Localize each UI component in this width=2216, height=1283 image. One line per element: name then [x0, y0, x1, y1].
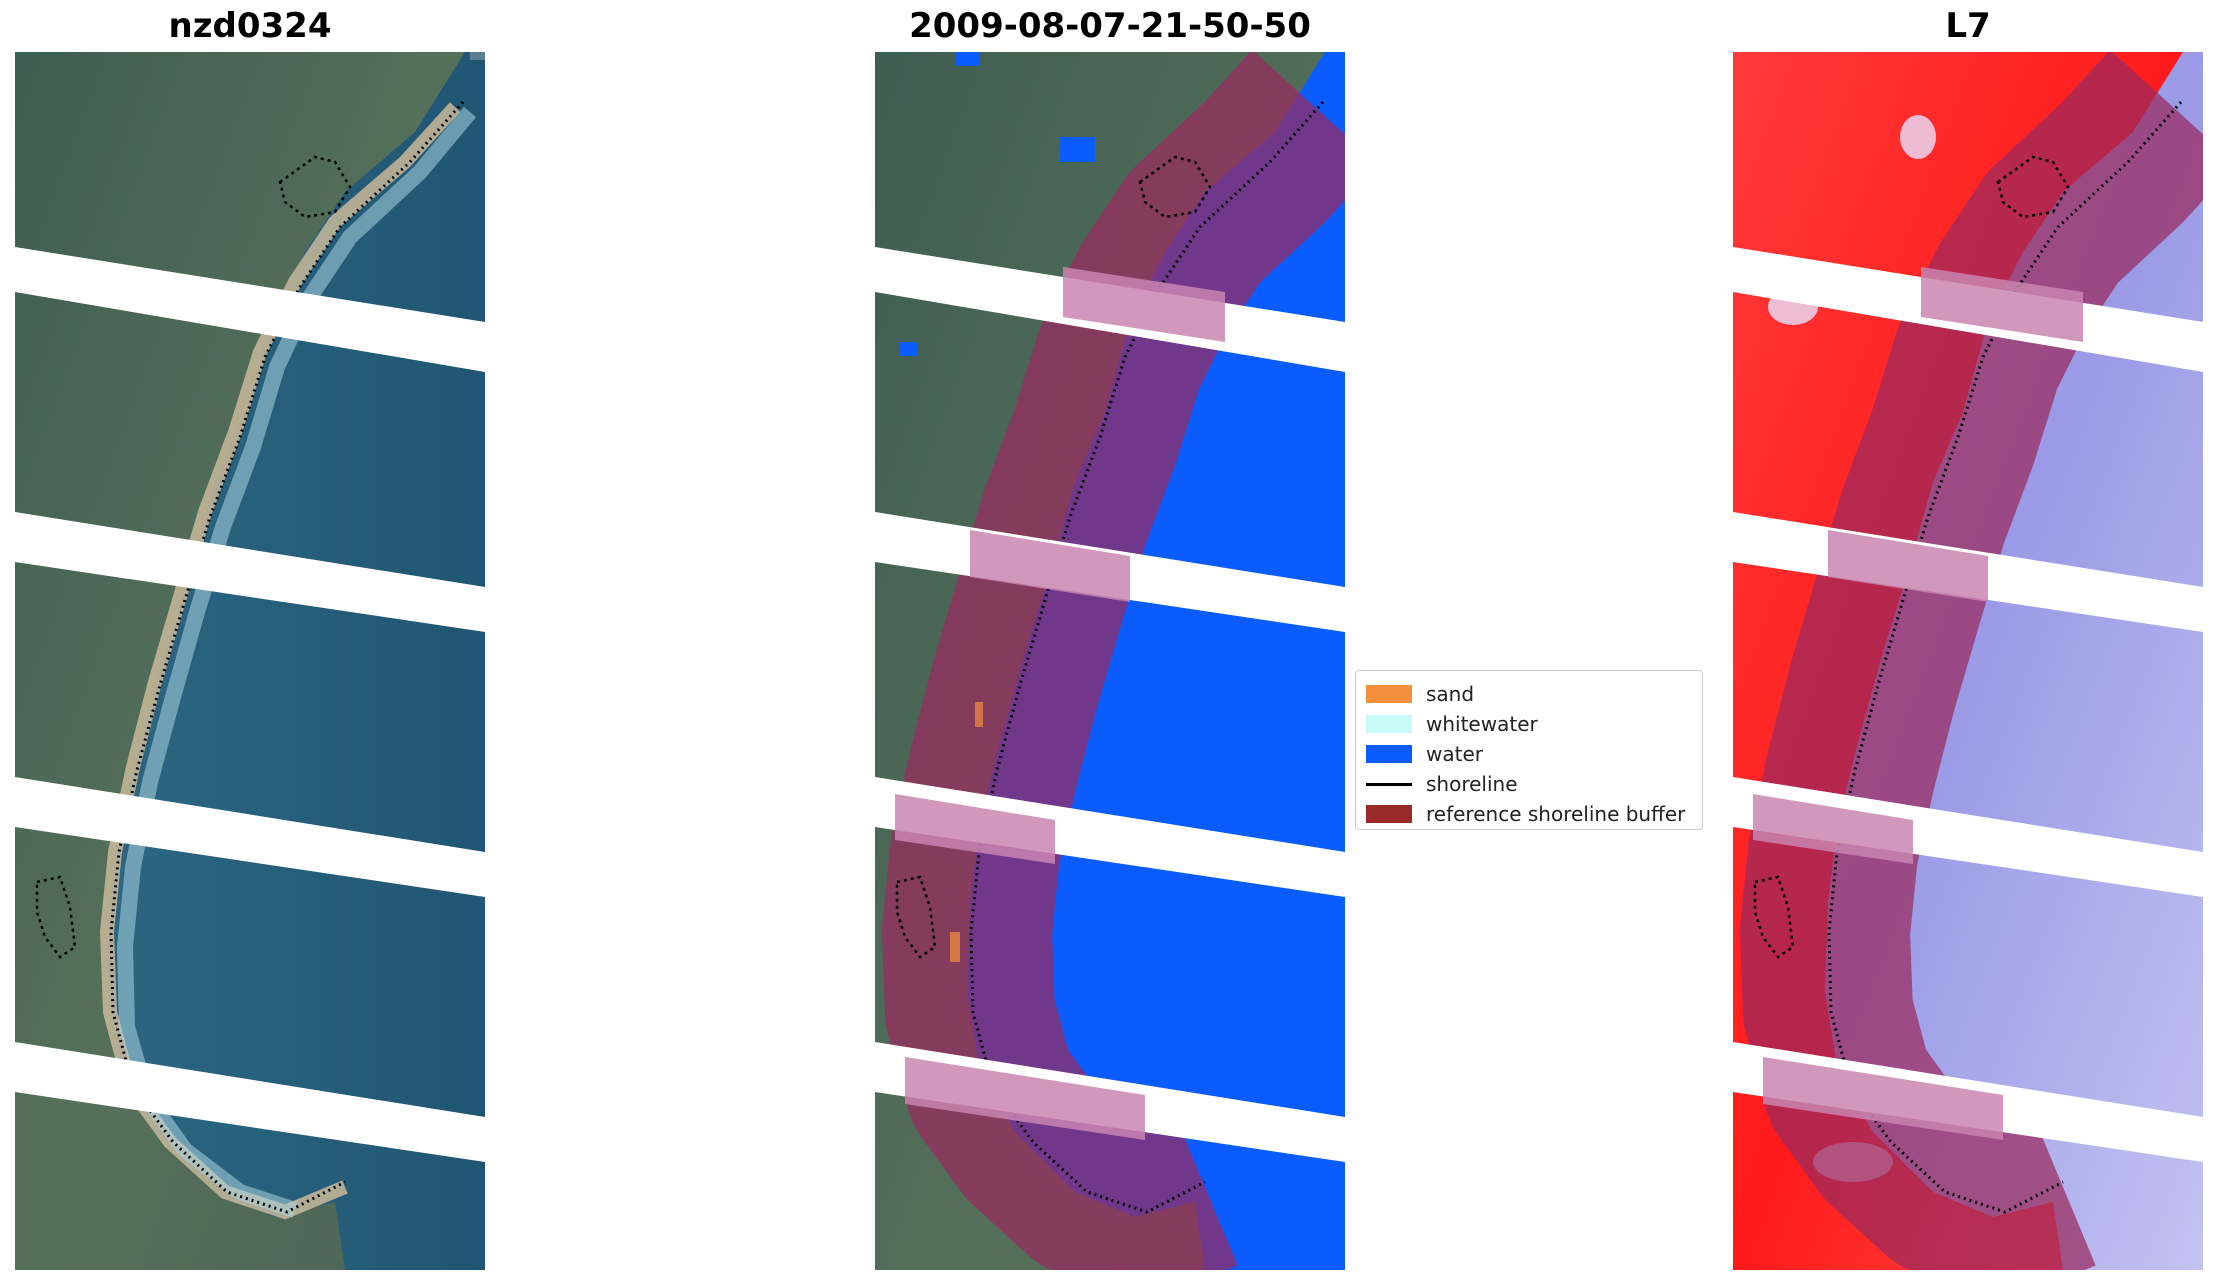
- land-index-area: [1733, 52, 2183, 1270]
- legend-item-buffer: reference shoreline buffer: [1366, 799, 1692, 829]
- shoreline-swatch: [1366, 782, 1412, 786]
- pond-outline: [1753, 875, 1795, 959]
- legend-label: whitewater: [1426, 712, 1538, 736]
- reference-shoreline-buffer: [882, 52, 1345, 1270]
- legend-item-sand: sand: [1366, 679, 1692, 709]
- legend-label: sand: [1426, 682, 1475, 706]
- legend: sand whitewater water shoreline referenc…: [1355, 670, 1703, 830]
- lagoon-outline: [278, 155, 352, 219]
- classified-image-panel: [875, 52, 1345, 1270]
- legend-item-shoreline: shoreline: [1366, 769, 1692, 799]
- water-swatch: [1366, 745, 1412, 763]
- land-area: [875, 52, 1325, 1270]
- sand-class: [950, 702, 983, 962]
- shoreline-dotted: [1827, 101, 2183, 1214]
- land-area: [15, 52, 465, 1270]
- lagoon-outline: [1996, 155, 2070, 219]
- lagoon-outline: [1138, 155, 1212, 219]
- shoreline-dotted: [109, 101, 465, 1214]
- legend-label: reference shoreline buffer: [1426, 802, 1686, 826]
- legend-item-water: water: [1366, 739, 1692, 769]
- buffer-in-gaps: [1753, 267, 2083, 1140]
- legend-label: shoreline: [1426, 772, 1518, 796]
- pond-outline: [35, 875, 77, 959]
- whitewater-swatch: [1366, 715, 1412, 733]
- index-image-panel: [1733, 52, 2203, 1270]
- panel-title-rgb: nzd0324: [168, 6, 332, 46]
- sand-swatch: [1366, 685, 1412, 703]
- scan-gaps: [15, 247, 485, 1162]
- legend-label: water: [1426, 742, 1483, 766]
- reference-shoreline-buffer: [1740, 52, 2203, 1270]
- panel-title-index: L7: [1945, 6, 1991, 46]
- pond-outline: [895, 875, 937, 959]
- rgb-image-panel: [15, 52, 485, 1270]
- panel-title-classified: 2009-08-07-21-50-50: [909, 6, 1311, 46]
- surf-zone: [116, 106, 477, 1218]
- buffer-swatch: [1366, 805, 1412, 823]
- legend-item-whitewater: whitewater: [1366, 709, 1692, 739]
- water-patches: [900, 52, 1095, 356]
- shoreline-dotted: [969, 101, 1325, 1214]
- buffer-in-gaps: [895, 267, 1225, 1140]
